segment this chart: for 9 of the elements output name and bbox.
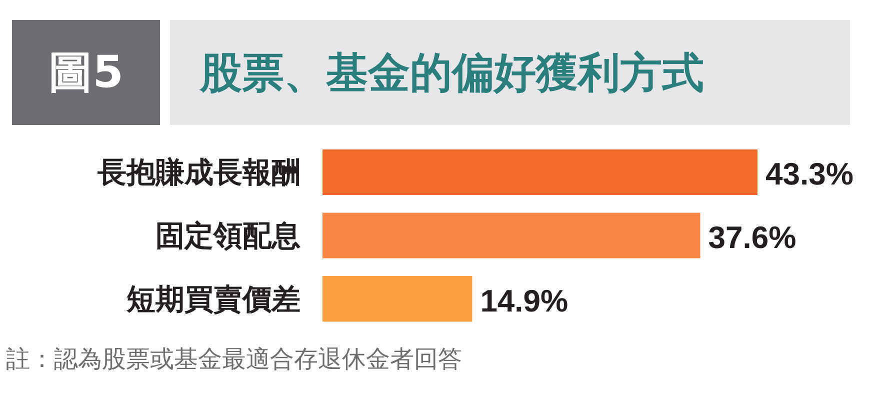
data-label: 14.9% [480, 283, 568, 318]
data-label: 43.3% [766, 156, 854, 192]
y-tick-label: 固定領配息 [156, 218, 300, 252]
data-label: 37.6% [708, 220, 796, 255]
y-tick-label: 長抱賺成長報酬 [96, 155, 300, 190]
chart-title: 股票、基金的偏好獲利方式 [170, 20, 850, 125]
caption: 圖5 [12, 20, 160, 125]
text: 註：認為股票或基金最適合存退休金者回答 [5, 344, 462, 375]
y-tick-label: 短期買賣價差 [126, 282, 300, 316]
